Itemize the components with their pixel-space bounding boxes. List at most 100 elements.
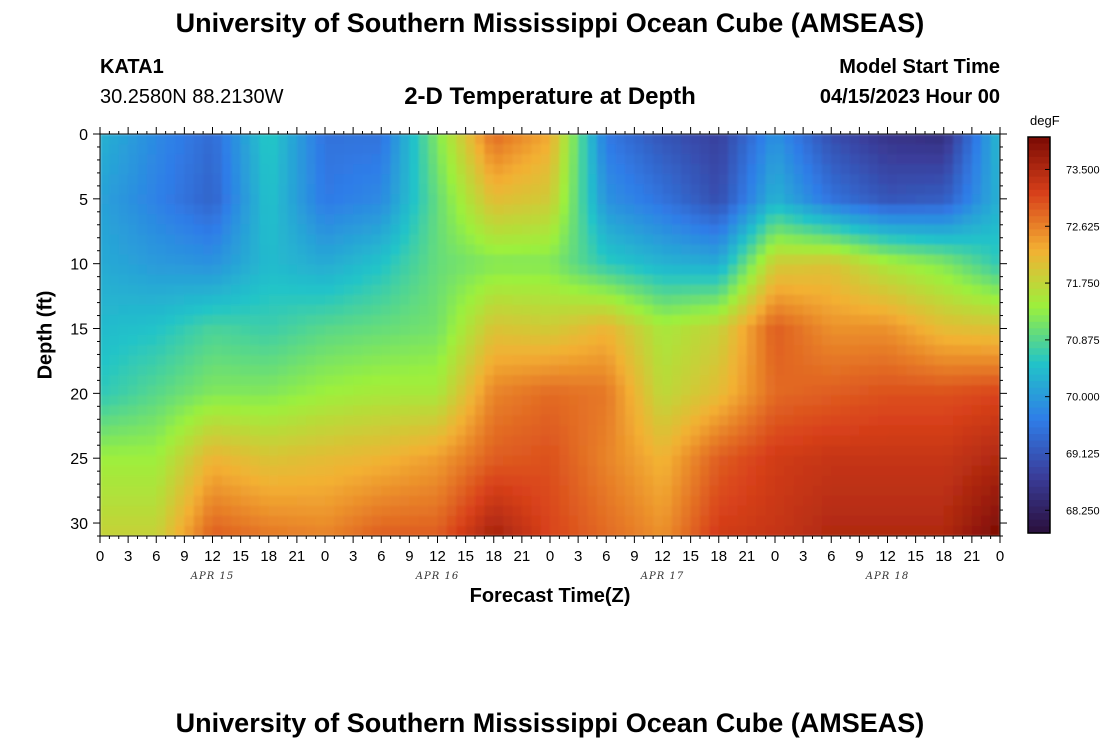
heatmap-cell — [156, 194, 167, 205]
heatmap-cell — [803, 154, 814, 165]
heatmap-cell — [784, 264, 795, 276]
heatmap-cell — [362, 314, 373, 326]
heatmap-cell — [306, 515, 317, 527]
heatmap-cell — [643, 324, 654, 336]
heatmap-cell — [840, 355, 851, 366]
heatmap-cell — [353, 375, 364, 386]
heatmap-cell — [596, 375, 607, 386]
heatmap-cell — [259, 264, 270, 276]
heatmap-cell — [362, 154, 373, 165]
heatmap-cell — [568, 415, 579, 427]
heatmap-cell — [493, 174, 504, 185]
heatmap-cell — [475, 184, 485, 195]
heatmap-cell — [915, 375, 926, 386]
heatmap-cell — [165, 314, 176, 326]
heatmap-cell — [990, 465, 1000, 477]
heatmap-cell — [521, 435, 532, 447]
heatmap-cell — [709, 455, 720, 467]
heatmap-cell — [268, 134, 279, 145]
heatmap-cell — [456, 425, 467, 437]
heatmap-cell — [400, 445, 410, 457]
heatmap-cell — [231, 264, 242, 276]
heatmap-cell — [428, 355, 439, 366]
heatmap-cell — [418, 204, 429, 215]
heatmap-cell — [306, 324, 317, 336]
heatmap-cell — [512, 425, 523, 437]
heatmap-cell — [278, 244, 289, 256]
heatmap-cell — [175, 204, 185, 215]
heatmap-cell — [465, 184, 476, 195]
heatmap-cell — [240, 335, 251, 346]
heatmap-cell — [596, 174, 607, 185]
heatmap-cell — [118, 385, 129, 396]
heatmap-cell — [971, 274, 982, 286]
heatmap-cell — [868, 294, 879, 306]
heatmap-cell — [296, 345, 307, 356]
heatmap-cell — [775, 144, 785, 155]
heatmap-cell — [615, 435, 626, 447]
heatmap-cell — [887, 264, 898, 276]
heatmap-cell — [184, 355, 195, 366]
heatmap-cell — [606, 294, 617, 306]
heatmap-cell — [878, 204, 889, 215]
heatmap-cell — [718, 134, 729, 145]
heatmap-cell — [990, 224, 1000, 236]
heatmap-cell — [484, 294, 495, 306]
heatmap-cell — [887, 465, 898, 477]
heatmap-cell — [737, 475, 748, 487]
heatmap-cell — [859, 345, 870, 356]
heatmap-cell — [831, 515, 842, 527]
heatmap-cell — [906, 154, 917, 165]
heatmap-cell — [540, 204, 551, 215]
heatmap-cell — [268, 345, 279, 356]
heatmap-cell — [625, 294, 635, 306]
heatmap-cell — [953, 224, 964, 236]
heatmap-cell — [343, 515, 354, 527]
heatmap-cell — [381, 355, 392, 366]
heatmap-cell — [231, 324, 242, 336]
heatmap-cell — [662, 284, 673, 296]
heatmap-cell — [840, 204, 851, 215]
heatmap-cell — [587, 405, 598, 416]
heatmap-cell — [821, 244, 832, 256]
heatmap-cell — [437, 425, 448, 437]
heatmap-cell — [859, 324, 870, 336]
heatmap-cell — [868, 204, 879, 215]
heatmap-cell — [100, 385, 110, 396]
heatmap-cell — [521, 214, 532, 226]
heatmap-cell — [109, 355, 120, 366]
heatmap-cell — [925, 164, 935, 175]
colorbar-band — [1028, 295, 1050, 303]
heatmap-cell — [540, 164, 551, 175]
heatmap-cell — [643, 445, 654, 457]
heatmap-cell — [400, 405, 410, 416]
heatmap-cell — [578, 435, 589, 447]
heatmap-cell — [859, 485, 870, 497]
y-tick-label: 5 — [79, 192, 88, 209]
heatmap-cell — [475, 224, 485, 236]
heatmap-cell — [981, 324, 992, 336]
heatmap-cell — [146, 184, 157, 195]
heatmap-cell — [428, 214, 439, 226]
heatmap-cell — [231, 355, 242, 366]
heatmap-cell — [859, 154, 870, 165]
heatmap-cell — [484, 425, 495, 437]
heatmap-cell — [962, 174, 973, 185]
heatmap-cell — [521, 314, 532, 326]
heatmap-cell — [343, 304, 354, 316]
colorbar-tick-label: 68.250 — [1066, 505, 1100, 517]
heatmap-cell — [118, 415, 129, 427]
heatmap-cell — [775, 525, 785, 536]
heatmap-cell — [334, 234, 345, 246]
heatmap-cell — [296, 304, 307, 316]
heatmap-cell — [625, 184, 635, 195]
heatmap-cell — [662, 184, 673, 195]
heatmap-cell — [634, 465, 645, 477]
heatmap-cell — [634, 224, 645, 236]
heatmap-cell — [437, 365, 448, 376]
heatmap-cell — [165, 164, 176, 175]
heatmap-cell — [868, 335, 879, 346]
heatmap-cell — [231, 445, 242, 457]
heatmap-cell — [540, 385, 551, 396]
heatmap-cell — [250, 435, 260, 447]
